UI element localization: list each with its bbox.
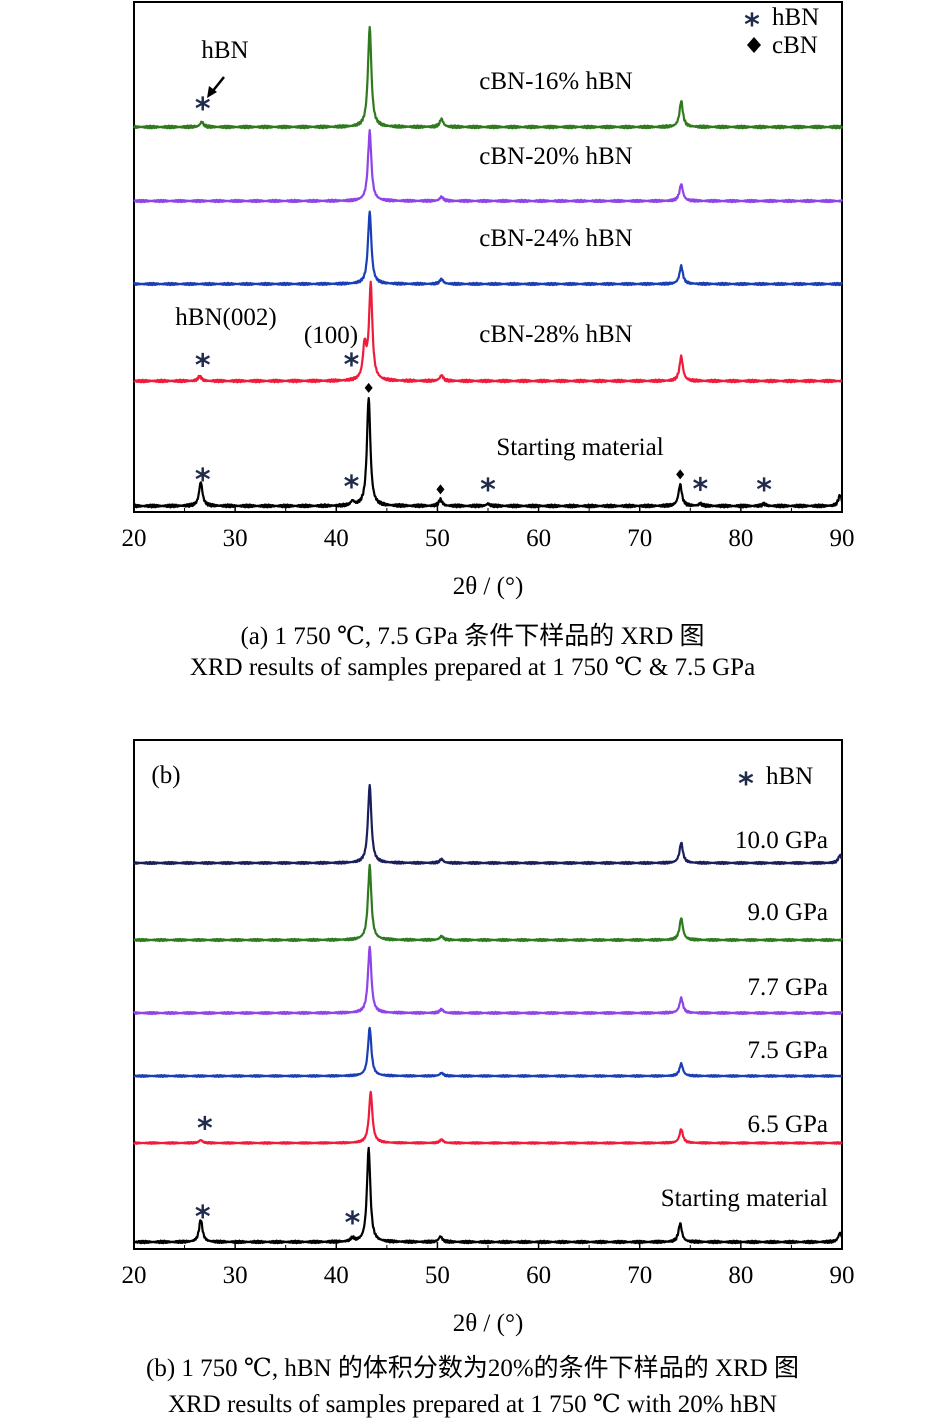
- x-tick-label: 90: [830, 525, 855, 552]
- series-line-9-0-gpa: [133, 863, 843, 943]
- series-label-10-0-gpa: 10.0 GPa: [735, 827, 828, 854]
- hbn-asterisk-marker: *: [197, 1111, 213, 1146]
- x-tick-label: 20: [122, 525, 147, 552]
- series-line-6-5-gpa: [132, 1090, 843, 1145]
- hbn-asterisk-marker: *: [693, 473, 709, 508]
- annotation-hbn-002: hBN(002): [175, 304, 276, 331]
- hbn-asterisk-marker: *: [344, 348, 360, 383]
- series-line-10-0-gpa: [133, 783, 843, 866]
- plot-frame: [133, 739, 843, 1250]
- x-axis-label: 2θ / (°): [453, 1310, 524, 1337]
- hbn-asterisk-marker: *: [756, 473, 772, 508]
- series-line-7-5-gpa: [133, 1026, 843, 1078]
- series-label-6-5-gpa: 6.5 GPa: [747, 1111, 828, 1138]
- caption-a-chinese: (a) 1 750 ℃, 7.5 GPa 条件下样品的 XRD 图: [240, 623, 705, 650]
- series-line-starting-material: [133, 1146, 843, 1245]
- panel-label: (b): [151, 762, 180, 789]
- series-label-cbn-28-hbn: cBN-28% hBN: [479, 321, 632, 348]
- series-label-cbn-20-hbn: cBN-20% hBN: [479, 143, 632, 170]
- caption-b-chinese: (b) 1 750 ℃, hBN 的体积分数为20%的条件下样品的 XRD 图: [146, 1355, 799, 1382]
- legend-asterisk-icon: *: [744, 8, 760, 43]
- legend-label-cbn: cBN: [772, 32, 818, 59]
- x-tick-label: 20: [122, 1262, 147, 1289]
- x-axis-label: 2θ / (°): [453, 573, 524, 600]
- x-tick-label: 30: [223, 525, 248, 552]
- x-tick-label: 80: [728, 1262, 753, 1289]
- series-line-7-7-gpa: [133, 945, 843, 1016]
- series-line-cbn-20-hbn: [133, 129, 843, 204]
- x-tick-label: 40: [324, 1262, 349, 1289]
- legend-asterisk-icon: *: [738, 767, 754, 802]
- x-tick-label: 50: [425, 1262, 450, 1289]
- series-label-7-5-gpa: 7.5 GPa: [747, 1037, 828, 1064]
- x-tick-label: 70: [627, 1262, 652, 1289]
- chart-panel-b: 20 30 40 50 60 70 80 90 2θ / (°) 10.0 GPa 9.0 GPa 7…: [122, 739, 855, 1337]
- series-label-starting-material: Starting material: [496, 434, 663, 461]
- hbn-asterisk-marker: *: [344, 470, 360, 505]
- cbn-diamond-marker: [436, 484, 445, 495]
- hbn-asterisk-marker: *: [195, 1200, 211, 1235]
- hbn-asterisk-marker: *: [195, 463, 211, 498]
- caption-b-english: XRD results of samples prepared at 1 750…: [167, 1391, 778, 1418]
- series-line-starting-material: [132, 397, 844, 509]
- x-tick-label: 40: [324, 525, 349, 552]
- series-line-cbn-28-hbn: [133, 280, 843, 384]
- x-tick-label: 60: [526, 525, 551, 552]
- annotation-hbn: hBN: [201, 37, 248, 64]
- series-label-starting-material: Starting material: [661, 1185, 828, 1212]
- series-line-cbn-24-hbn: [133, 210, 843, 287]
- series-label-cbn-24-hbn: cBN-24% hBN: [479, 225, 632, 252]
- cbn-diamond-marker: [676, 469, 685, 480]
- annotation-100: (100): [304, 322, 358, 349]
- hbn-asterisk-marker: *: [480, 473, 496, 508]
- annotation-arrowhead: [207, 86, 217, 98]
- x-tick-label: 90: [830, 1262, 855, 1289]
- series-label-7-7-gpa: 7.7 GPa: [747, 974, 828, 1001]
- x-tick-label: 70: [627, 525, 652, 552]
- hbn-asterisk-marker: *: [345, 1206, 361, 1241]
- x-tick-label: 80: [728, 525, 753, 552]
- chart-panel-a: 20 30 40 50 60 70 80 90 2θ / (°) cBN-16% hBN * cBN-…: [122, 1, 855, 600]
- series-label-9-0-gpa: 9.0 GPa: [747, 899, 828, 926]
- legend-label-hbn: hBN: [772, 4, 819, 31]
- x-tick-label: 60: [526, 1262, 551, 1289]
- caption-a-english: XRD results of samples prepared at 1 750…: [189, 654, 756, 681]
- hbn-asterisk-marker: *: [195, 349, 211, 384]
- legend-diamond-icon: [747, 37, 761, 53]
- x-tick-label: 50: [425, 525, 450, 552]
- legend-label-hbn: hBN: [766, 763, 813, 790]
- cbn-diamond-marker: [364, 382, 373, 393]
- series-line-cbn-16-hbn: [133, 25, 844, 130]
- x-tick-label: 30: [223, 1262, 248, 1289]
- annotation-arrow: [211, 76, 225, 93]
- series-label-cbn-16-hbn: cBN-16% hBN: [479, 68, 632, 95]
- hbn-asterisk-marker: *: [195, 92, 211, 127]
